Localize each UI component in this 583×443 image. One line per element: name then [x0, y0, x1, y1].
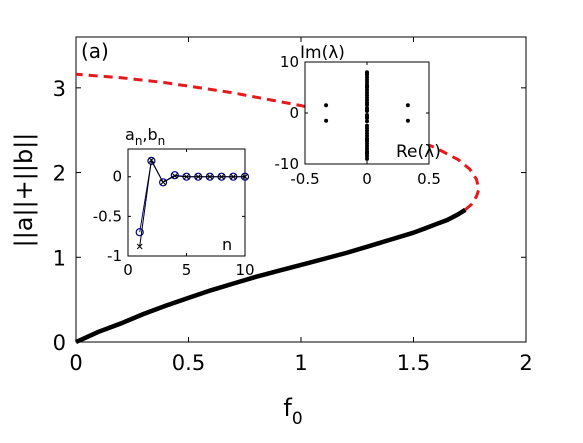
spectrum-point — [365, 84, 369, 89]
spectrum-point — [365, 116, 369, 121]
profile-x-axis-label: n — [222, 235, 232, 254]
spectrum-point — [324, 103, 329, 108]
profile-b-marker — [230, 173, 237, 180]
x-tick-label: 0.5 — [172, 351, 205, 375]
profile-a-marker — [159, 178, 168, 187]
spectrum-points — [324, 70, 410, 161]
main-x-axis-label-base: f — [283, 394, 292, 422]
spectrum-point — [365, 102, 369, 107]
profile-a-marker — [170, 171, 179, 180]
spectrum-point — [365, 71, 369, 76]
main-x-axis-label: f0 — [283, 394, 302, 429]
main-series-0-line — [75, 207, 467, 345]
profile-b_n-line — [139, 158, 245, 247]
spectrum-point — [365, 150, 369, 155]
y-tick-label: 0 — [53, 331, 66, 355]
spectrum-y-ticks: -10 0 10 — [275, 53, 429, 173]
profile-a-marker — [135, 228, 144, 237]
x-tick-label: -0.5 — [290, 170, 319, 188]
profile-inset-frame — [127, 148, 246, 257]
y-tick-label: -0.5 — [93, 207, 122, 225]
spectrum-point — [405, 103, 410, 108]
profile-b-marker — [136, 243, 143, 250]
profile-series — [135, 156, 250, 250]
spectrum-point — [365, 119, 369, 124]
x-tick-label: 0 — [69, 351, 82, 375]
profile-a-marker — [147, 156, 156, 165]
x-tick-label: 1 — [294, 351, 307, 375]
profile-title-sub-a: n — [135, 134, 143, 148]
profile-title-a: a — [125, 125, 135, 144]
y-tick-label: 1 — [53, 246, 66, 270]
profile-b-marker — [183, 173, 190, 180]
x-tick-label: 1.5 — [397, 351, 430, 375]
spectrum-x-axis-label: Re(λ) — [396, 142, 441, 162]
profile-title-sub-b: n — [158, 134, 166, 148]
main-series — [75, 72, 481, 345]
main-x-ticks: 0 0.5 1 1.5 2 — [69, 37, 533, 375]
profile-inset: 0 5 10 -1-0.50 an,bn n — [93, 125, 255, 279]
y-tick-label: -1 — [107, 247, 122, 265]
x-tick-label: 2 — [519, 351, 532, 375]
profile-b-marker — [160, 179, 166, 186]
y-tick-label: 2 — [53, 162, 66, 186]
main-y-axis-label: ||a||+||b|| — [10, 133, 38, 248]
profile-title: an,bn — [125, 125, 165, 148]
spectrum-point — [405, 118, 410, 123]
profile-b-marker — [207, 173, 213, 180]
spectrum-x-ticks: -0.5 0 0.5 — [290, 62, 441, 188]
spectrum-point — [324, 118, 329, 123]
spectrum-y-axis-label: Im(λ) — [300, 43, 345, 63]
main-x-axis-label-subscript: 0 — [292, 409, 303, 429]
profile-b-marker — [148, 157, 155, 163]
spectrum-point — [365, 137, 369, 142]
profile-b-marker — [171, 173, 178, 179]
y-tick-label: 0 — [289, 104, 299, 122]
y-tick-label: 0 — [112, 168, 122, 186]
spectrum-point — [365, 156, 369, 161]
spectrum-point — [365, 109, 369, 113]
profile-title-sep: ,b — [142, 125, 157, 144]
y-tick-label: 3 — [53, 77, 66, 101]
main-y-ticks: 0 1 2 3 — [53, 77, 526, 355]
profile-b-marker — [195, 173, 202, 180]
profile-b-marker — [218, 173, 225, 180]
x-tick-label: 10 — [235, 261, 254, 279]
profile-x-ticks: 0 5 10 — [123, 149, 255, 279]
profile-y-ticks: -1 -0.5 0 — [93, 168, 245, 265]
x-tick-label: 5 — [182, 261, 192, 279]
profile-b-marker — [242, 173, 248, 180]
x-tick-label: 0 — [362, 170, 372, 188]
x-tick-label: 0.5 — [417, 170, 441, 188]
main-series-1-line — [75, 72, 481, 211]
y-tick-label: -10 — [275, 155, 300, 173]
spectrum-point — [365, 123, 369, 128]
spectrum-inset: -0.5 0 0.5 -10 0 10 Im(λ) Re(λ) — [275, 43, 441, 188]
y-tick-label: 10 — [280, 53, 299, 71]
x-tick-label: 0 — [123, 261, 133, 279]
panel-label: (a) — [81, 39, 109, 63]
